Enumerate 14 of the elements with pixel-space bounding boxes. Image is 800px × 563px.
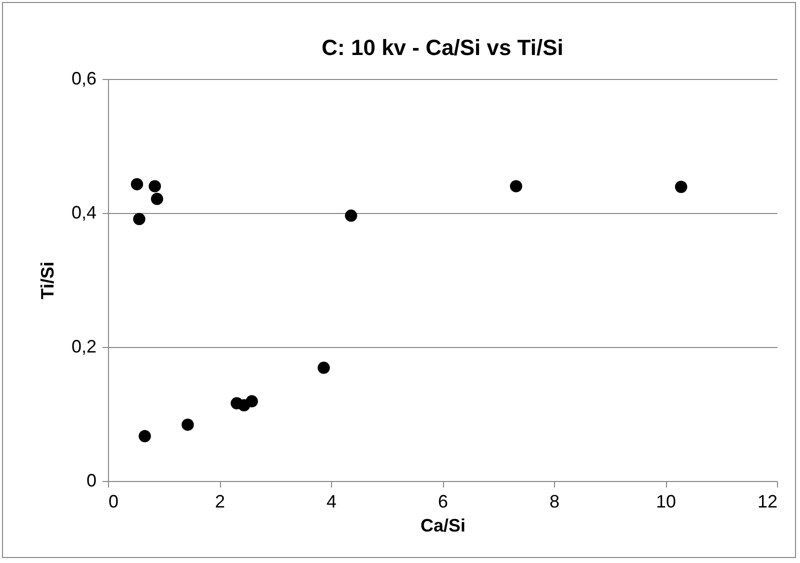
x-tick-label: 12: [757, 492, 778, 512]
y-tick-label: 0,2: [71, 336, 96, 356]
x-tick-label: 6: [438, 492, 448, 512]
x-tick-label: 2: [214, 492, 226, 512]
x-tick-label: 0: [108, 492, 119, 512]
x-tick-label: 10: [656, 492, 676, 512]
y-axis-title: Ti/Si: [37, 262, 58, 300]
x-axis-title: Ca/Si: [420, 516, 466, 536]
y-tick-label: 0,6: [71, 68, 96, 88]
y-tick-label: 0,4: [71, 202, 96, 222]
chart-title: C: 10 kv - Ca/Si vs Ti/Si: [322, 35, 564, 60]
x-tick-label: 8: [549, 492, 560, 512]
y-tick-label: 0: [86, 470, 96, 490]
x-tick-label: 4: [326, 492, 337, 512]
